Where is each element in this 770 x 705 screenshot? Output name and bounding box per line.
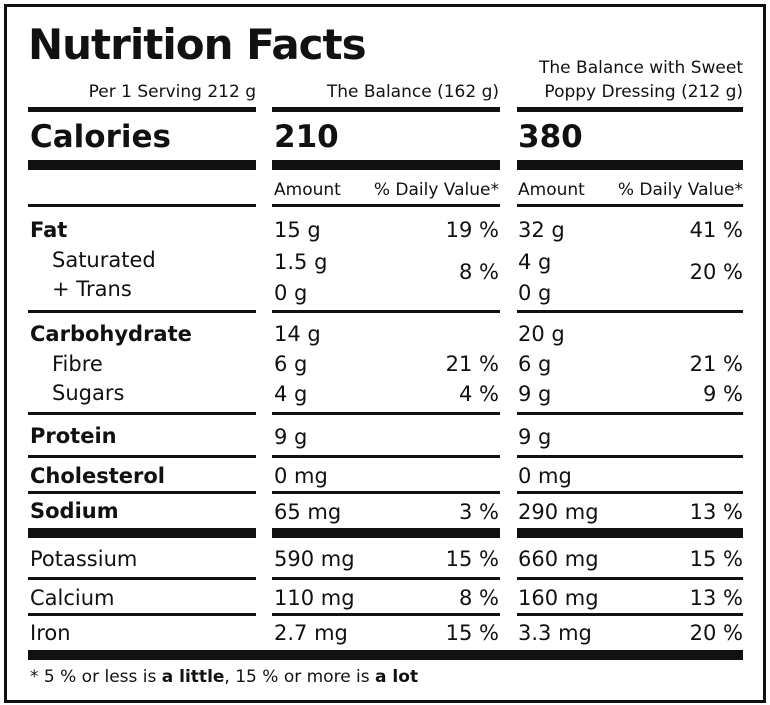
iron-dv-2: 20 % [689,621,743,645]
rule-thick [272,160,500,170]
rule [272,310,500,313]
sat-trans-dv-2: 20 % [689,260,743,284]
rule-thick [28,528,256,538]
trans-amount-1: 0 g [274,281,308,305]
calcium-dv-2: 13 % [689,586,743,610]
sat-trans-dv-1: 8 % [459,260,499,284]
iron-label: Iron [30,621,71,645]
sugars-amount-2: 9 g [518,382,552,406]
rule [272,412,500,415]
amount-header-2: Amount [518,180,585,200]
page-title: Nutrition Facts [28,20,367,69]
amount-header-1: Amount [274,180,341,200]
rule [28,491,256,494]
calories-value-1: 210 [274,119,339,155]
dv-header-1: % Daily Value* [373,180,499,200]
rule-thick [517,528,743,538]
calcium-dv-1: 8 % [459,586,499,610]
fibre-amount-1: 6 g [274,352,308,376]
serving-size: Per 1 Serving 212 g [88,82,256,102]
protein-amount-2: 9 g [518,425,552,449]
cholesterol-amount-1: 0 mg [274,464,328,488]
fibre-dv-1: 21 % [445,352,499,376]
rule-thick [28,160,256,170]
sodium-label: Sodium [30,499,119,523]
fat-dv-2: 41 % [689,218,743,242]
rule [272,613,500,616]
rule-bottom [28,650,743,660]
iron-amount-1: 2.7 mg [274,621,348,645]
column-2-header-line1: The Balance with Sweet [539,58,743,78]
calcium-label: Calcium [30,586,115,610]
calories-value-2: 380 [518,119,583,155]
footnote: * 5 % or less is a little, 15 % or more … [30,667,419,687]
calories-label: Calories [30,119,171,155]
potassium-dv-2: 15 % [689,547,743,571]
column-2-header-line2: Poppy Dressing (212 g) [544,82,743,102]
sugars-dv-1: 4 % [459,382,499,406]
cholesterol-amount-2: 0 mg [518,464,572,488]
carbohydrate-amount-2: 20 g [518,322,565,346]
fibre-amount-2: 6 g [518,352,552,376]
rule [517,204,743,207]
rule [28,613,256,616]
sugars-dv-2: 9 % [703,382,743,406]
iron-amount-2: 3.3 mg [518,621,592,645]
rule [28,455,256,458]
rule [517,455,743,458]
saturated-amount-2: 4 g [518,250,552,274]
fat-label: Fat [30,218,68,242]
rule [517,613,743,616]
sodium-dv-2: 13 % [689,500,743,524]
potassium-amount-1: 590 mg [274,547,355,571]
fat-dv-1: 19 % [445,218,499,242]
sugars-label: Sugars [52,381,125,405]
rule [272,204,500,207]
rule [517,577,743,580]
sugars-amount-1: 4 g [274,382,308,406]
protein-amount-1: 9 g [274,425,308,449]
dv-header-2: % Daily Value* [617,180,743,200]
fibre-dv-2: 21 % [689,352,743,376]
sodium-amount-2: 290 mg [518,500,599,524]
rule [28,204,256,207]
rule [272,455,500,458]
nutrition-facts-panel [4,4,766,703]
column-1-header: The Balance (162 g) [326,82,499,102]
rule [28,107,256,112]
trans-amount-2: 0 g [518,281,552,305]
carbohydrate-amount-1: 14 g [274,322,321,346]
protein-label: Protein [30,424,117,448]
rule [28,310,256,313]
fat-amount-2: 32 g [518,218,565,242]
rule [272,577,500,580]
carbohydrate-label: Carbohydrate [30,322,192,346]
rule-thick [272,528,500,538]
sodium-amount-1: 65 mg [274,500,342,524]
calcium-amount-1: 110 mg [274,586,355,610]
rule [517,107,743,112]
rule [517,310,743,313]
potassium-dv-1: 15 % [445,547,499,571]
iron-dv-1: 15 % [445,621,499,645]
rule [517,491,743,494]
saturated-label: Saturated [52,248,156,272]
calcium-amount-2: 160 mg [518,586,599,610]
rule [272,107,500,112]
potassium-amount-2: 660 mg [518,547,599,571]
sodium-dv-1: 3 % [459,500,499,524]
cholesterol-label: Cholesterol [30,464,165,488]
rule [28,412,256,415]
rule [272,491,500,494]
potassium-label: Potassium [30,547,138,571]
rule [28,577,256,580]
rule-thick [517,160,743,170]
rule [517,412,743,415]
saturated-amount-1: 1.5 g [274,250,328,274]
fibre-label: Fibre [52,352,103,376]
trans-label: + Trans [52,277,132,301]
fat-amount-1: 15 g [274,218,321,242]
